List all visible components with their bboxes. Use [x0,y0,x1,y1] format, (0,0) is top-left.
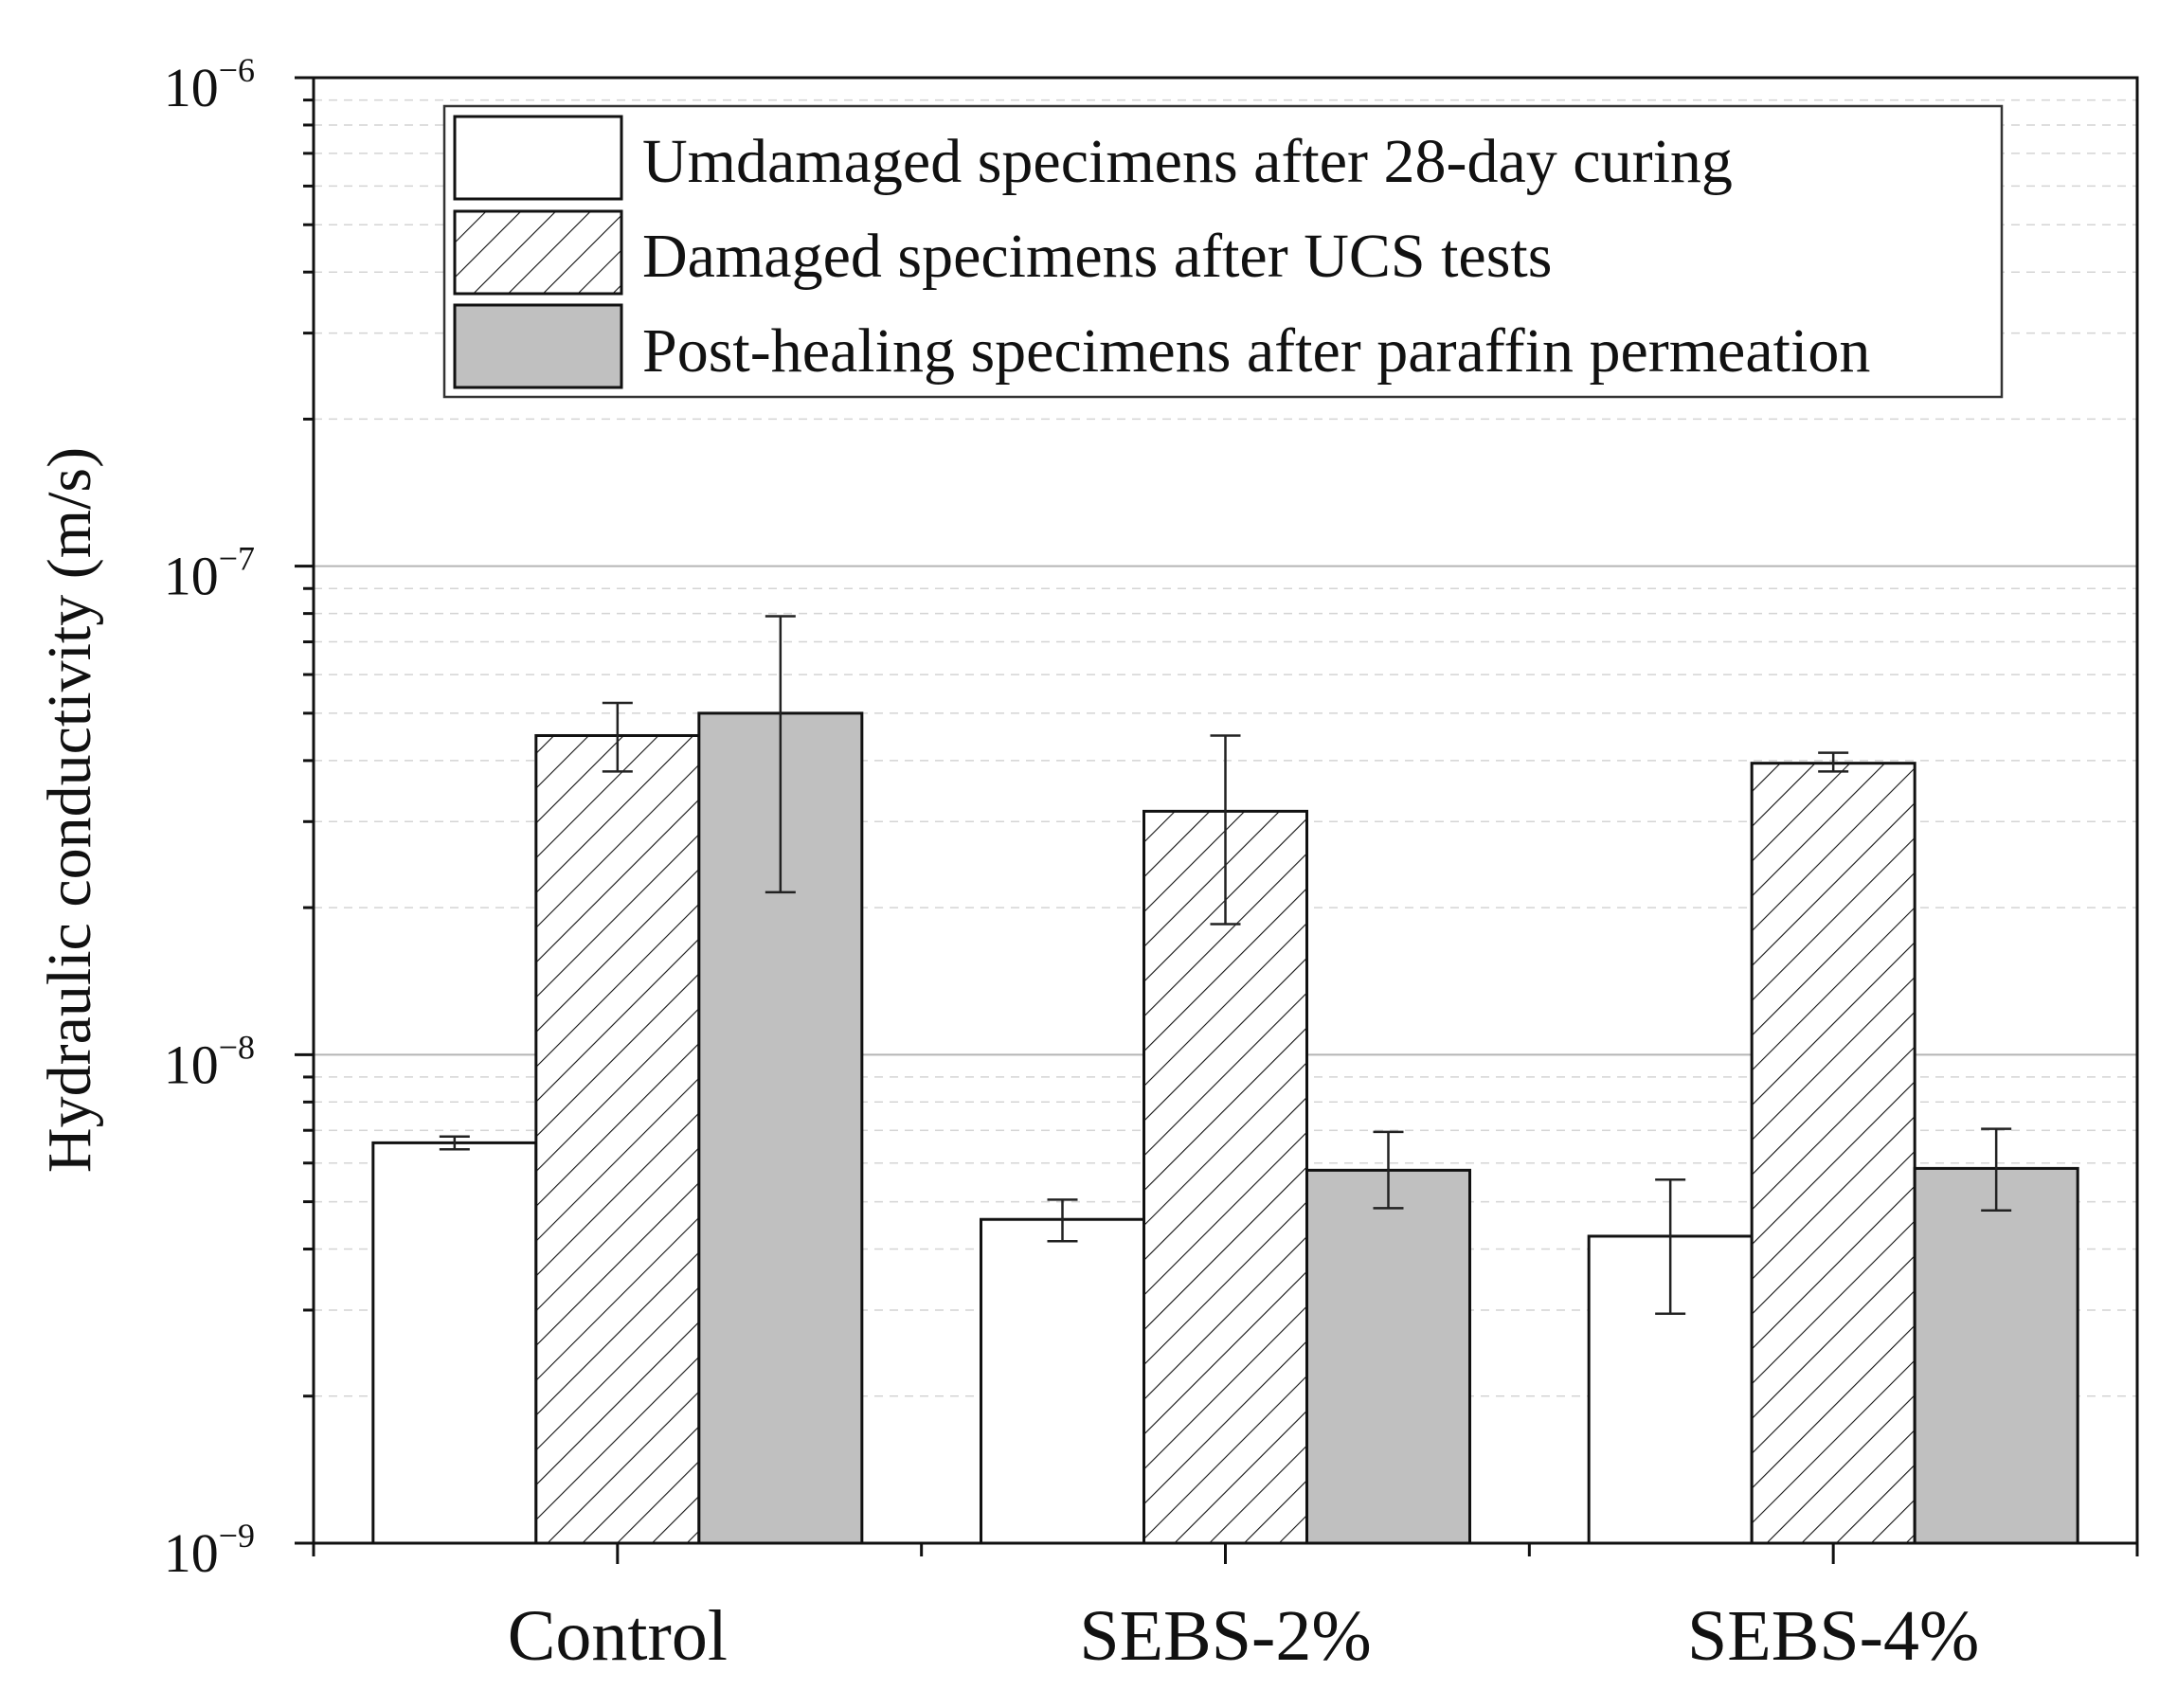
error-bars [439,615,2012,1315]
y-tick-label: 10−7 [164,540,255,607]
bars [371,711,2079,1545]
axis-ticks [295,76,2139,1564]
x-tick-label-sebs-4: SEBS-4% [1687,1596,1979,1676]
x-tick-label-control: Control [508,1596,728,1676]
legend-swatch-undamaged [453,115,623,201]
bar-sebs-2--series-1 [980,1217,1145,1545]
y-tick-labels: 10−9 10−8 10−7 10−6 [164,51,255,1584]
legend: Umdamaged specimens after 28-day curing … [442,104,2004,399]
legend-label-post-healing: Post-healing specimens after paraffin pe… [642,316,1870,386]
legend-frame [442,104,2004,399]
y-axis-title: Hydraulic conductivity (m/s) [35,447,104,1173]
bar-sebs-4--series-3 [1913,1166,2079,1545]
bar-sebs-2--series-3 [1305,1168,1471,1545]
legend-label-undamaged: Umdamaged specimens after 28-day curing [642,127,1733,196]
y-tick-label: 10−9 [164,1517,255,1584]
x-tick-labels: Control SEBS-2% SEBS-4% [508,1596,1980,1676]
y-tick-label: 10−6 [164,51,255,118]
x-tick-label-sebs-2: SEBS-2% [1079,1596,1371,1676]
bar-control-series-2 [534,733,701,1545]
bar-control-series-1 [371,1141,538,1545]
legend-label-damaged: Damaged specimens after UCS tests [642,222,1552,291]
y-tick-label: 10−8 [164,1028,255,1095]
legend-swatch-post-healing [453,303,623,389]
bar-sebs-4--series-2 [1750,762,1916,1545]
legend-swatch-damaged [453,209,623,296]
